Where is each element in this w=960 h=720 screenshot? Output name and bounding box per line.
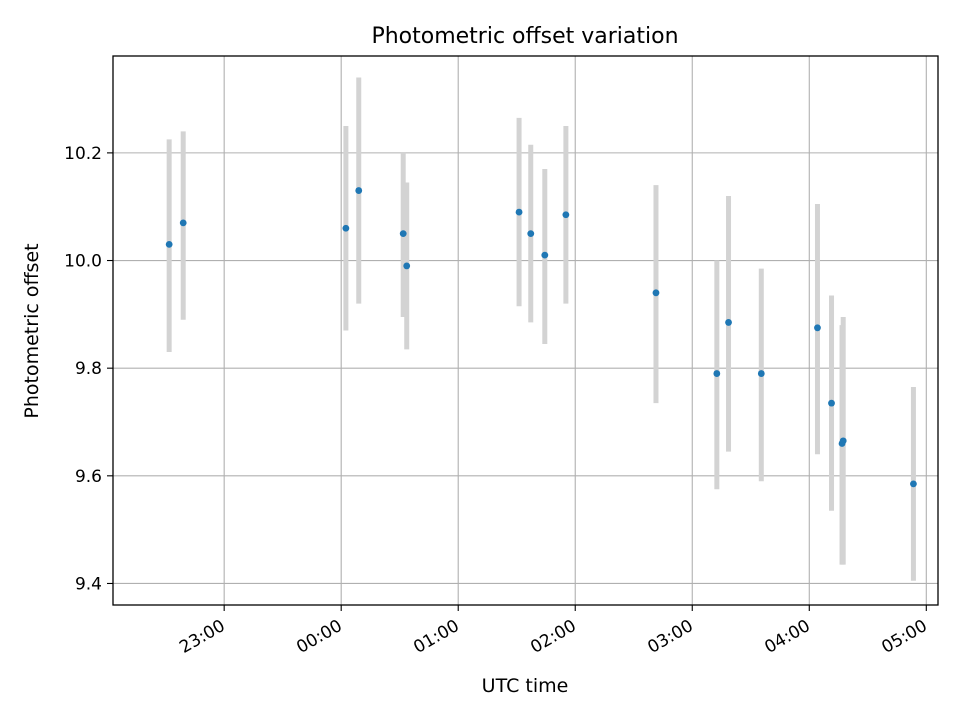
y-tick-label: 9.6 [75, 467, 102, 487]
data-point [757, 370, 765, 377]
x-axis-label: UTC time [482, 675, 569, 697]
data-point [179, 219, 187, 227]
chart-title: Photometric offset variation [371, 24, 678, 49]
grid [113, 56, 938, 605]
data-point [814, 324, 821, 332]
data-points [165, 187, 917, 488]
data-point [652, 289, 660, 297]
data-point [342, 224, 350, 232]
data-point [910, 480, 917, 488]
data-point [725, 319, 732, 326]
y-tick-label: 9.4 [75, 574, 102, 594]
y-tick-label: 9.8 [75, 359, 102, 379]
axes-frame [112, 55, 939, 606]
data-point [541, 251, 549, 259]
data-point [515, 208, 523, 216]
data-point [527, 230, 535, 238]
data-point [355, 187, 363, 194]
y-axis-label: Photometric offset [21, 243, 43, 418]
data-point [562, 211, 570, 219]
data-point [165, 240, 173, 248]
data-point [399, 230, 407, 238]
data-point [713, 370, 721, 377]
data-point [828, 399, 835, 407]
data-point [403, 262, 411, 270]
y-tick-label: 10.0 [64, 252, 102, 272]
y-tick-label: 10.2 [64, 144, 102, 164]
data-point [839, 437, 847, 445]
